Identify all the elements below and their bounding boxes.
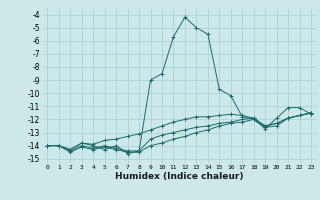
- X-axis label: Humidex (Indice chaleur): Humidex (Indice chaleur): [115, 172, 244, 181]
